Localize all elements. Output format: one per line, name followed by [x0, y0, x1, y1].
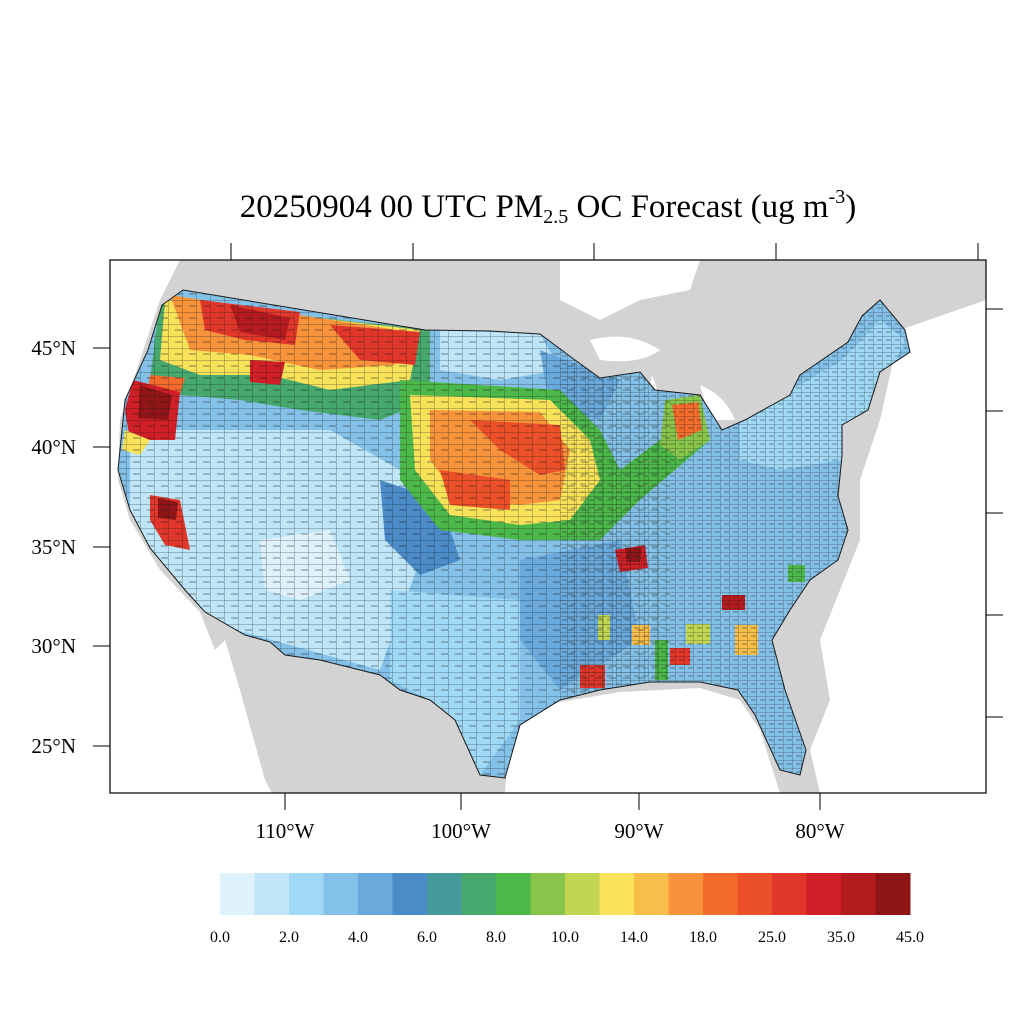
colorbar-swatch	[703, 873, 738, 915]
colorbar-label: 4.0	[348, 929, 368, 946]
title-suffix: )	[845, 189, 857, 225]
top-ticks	[230, 243, 979, 260]
title-subscript: 2.5	[543, 206, 569, 228]
colorbar-swatch	[220, 873, 255, 915]
lon-label-110: 110°W	[256, 819, 315, 843]
mexico-land	[215, 640, 480, 793]
lon-label-100: 100°W	[431, 819, 491, 843]
colorbar-swatch	[737, 873, 773, 915]
colorbar-swatch	[634, 873, 669, 915]
colorbar-label: 10.0	[551, 929, 579, 946]
left-ticks	[93, 347, 110, 747]
lake-superior	[590, 336, 660, 362]
lon-label-90: 90°W	[614, 819, 663, 843]
colorbar-swatch	[599, 873, 635, 915]
colorbar-label: 2.0	[279, 929, 299, 946]
colorbar-swatch	[772, 873, 807, 915]
colorbar-label: 18.0	[689, 929, 717, 946]
colorbar-swatch	[427, 873, 462, 915]
colorbar-swatch	[323, 873, 359, 915]
colorbar-label: 0.0	[210, 929, 230, 946]
colorbar-swatch	[841, 873, 876, 915]
colorbar-swatch	[668, 873, 704, 915]
colorbar-label: 35.0	[827, 929, 855, 946]
gulf-of-mexico	[505, 688, 780, 793]
colorbar-swatch	[358, 873, 393, 915]
lat-label-30: 30°N	[31, 634, 76, 658]
colorbar-label: 45.0	[896, 929, 924, 946]
colorbar-swatch	[565, 873, 600, 915]
lat-label-45: 45°N	[31, 336, 76, 360]
basemap	[110, 260, 986, 793]
colorbar-swatch	[461, 873, 497, 915]
map-title: 20250904 00 UTC PM2.5 OC Forecast (ug m-…	[0, 186, 1024, 229]
atlantic-ocean	[810, 300, 986, 793]
gulf-of-california	[215, 640, 272, 793]
hudson-water	[560, 260, 700, 320]
lat-label-25: 25°N	[31, 734, 76, 758]
colorbar-label: 25.0	[758, 929, 786, 946]
right-ticks	[986, 308, 1003, 718]
title-middle: OC Forecast (ug m	[568, 189, 829, 225]
colorbar-label: 14.0	[620, 929, 648, 946]
colorbar-swatch	[289, 873, 324, 915]
map-frame	[109, 259, 987, 794]
pacific-ocean	[110, 260, 260, 793]
colorbar-swatch	[875, 873, 911, 915]
colorbar-swatch	[496, 873, 531, 915]
colorbar-labels: 0.0 2.0 4.0 6.0 8.0 10.0 14.0 18.0 25.0 35.0 45.0	[210, 929, 924, 946]
lon-label-80: 80°W	[795, 819, 844, 843]
lat-label-40: 40°N	[31, 435, 76, 459]
title-superscript: -3	[828, 186, 846, 208]
title-prefix: 20250904 00 UTC PM	[239, 189, 544, 225]
bottom-ticks	[284, 793, 821, 810]
colorbar-swatch	[254, 873, 290, 915]
colorbar-swatch	[806, 873, 842, 915]
colorbar	[220, 873, 911, 915]
lat-label-35: 35°N	[31, 535, 76, 559]
colorbar-swatch	[392, 873, 428, 915]
colorbar-swatch	[530, 873, 566, 915]
colorbar-label: 8.0	[486, 929, 506, 946]
colorbar-label: 6.0	[417, 929, 437, 946]
